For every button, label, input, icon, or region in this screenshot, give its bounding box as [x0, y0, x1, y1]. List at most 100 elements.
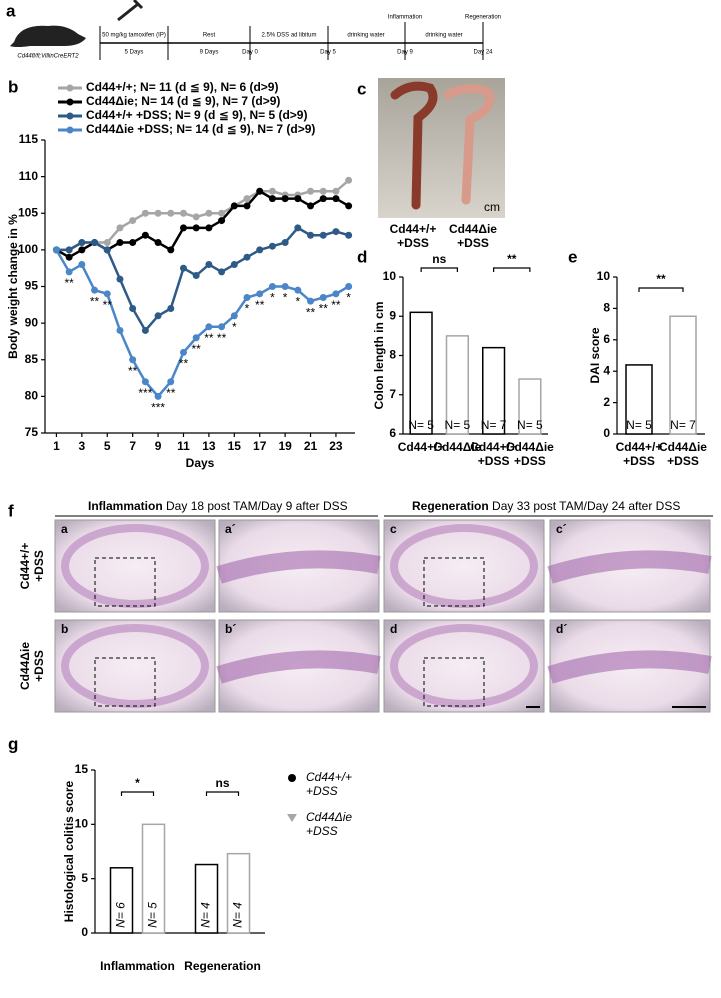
- significance-label: **: [507, 252, 517, 266]
- y-tick-label: 9: [389, 308, 396, 322]
- data-point: [91, 239, 99, 247]
- data-point: [256, 187, 264, 195]
- significance-label: *: [283, 291, 288, 305]
- x-tick-label: Cd44Δie +DSS: [506, 440, 554, 468]
- n-label: N= 7: [481, 418, 507, 432]
- panel-letter: c: [357, 79, 366, 98]
- zoom-box: [423, 657, 485, 707]
- data-point: [179, 264, 187, 272]
- y-tick-label: 8: [389, 348, 396, 362]
- n-label: N= 6: [114, 902, 128, 928]
- y-tick-label: 110: [19, 169, 39, 183]
- x-tick-label: Cd44+/+: [398, 440, 445, 454]
- y-tick-label: 15: [75, 762, 89, 776]
- data-point: [307, 202, 315, 210]
- histology-image: [383, 519, 545, 613]
- data-point: [243, 253, 251, 261]
- data-point: [345, 283, 353, 290]
- data-point: [103, 246, 111, 254]
- data-point: [78, 261, 86, 269]
- data-point: [218, 217, 226, 225]
- photo-label: Cd44Δie +DSS: [449, 222, 497, 250]
- data-point: [167, 246, 175, 254]
- data-point: [218, 323, 226, 331]
- y-tick-label: 85: [25, 352, 39, 366]
- data-point: [192, 224, 200, 232]
- y-tick-label: 0: [81, 925, 88, 939]
- bar: [445, 335, 469, 435]
- data-point: [230, 202, 238, 210]
- y-tick-label: 5: [81, 871, 88, 885]
- bar: [109, 867, 134, 934]
- n-label: N= 5: [445, 418, 471, 432]
- tile-label: a´: [225, 522, 236, 536]
- timeline-duration: 9 Days: [200, 50, 219, 56]
- data-point: [281, 195, 289, 203]
- panel-letter: a: [6, 1, 16, 20]
- y-axis-label: Histological colitis score: [62, 780, 76, 922]
- data-point: [103, 239, 111, 247]
- y-tick-label: 90: [25, 315, 39, 329]
- significance-label: **: [204, 331, 214, 345]
- timeline-step: drinking water: [425, 33, 462, 39]
- data-point: [116, 224, 124, 232]
- data-point: [179, 224, 187, 232]
- significance-label: **: [64, 276, 74, 290]
- series-line: [56, 179, 350, 252]
- data-point: [205, 323, 213, 331]
- tissue-layer: [216, 650, 381, 684]
- data-point: [218, 268, 226, 276]
- data-point: [230, 312, 238, 320]
- x-tick-label: Cd44+/+ +DSS: [470, 440, 517, 468]
- data-point: [243, 202, 251, 210]
- significance-label: ***: [138, 386, 152, 400]
- data-point: [268, 283, 276, 290]
- data-point: [65, 246, 73, 254]
- timeline-step: 50 mg/kg tamoxifen (IP): [102, 33, 166, 39]
- row-label: Cd44+/++DSS: [18, 543, 46, 590]
- data-point: [307, 297, 315, 305]
- panel-letter: b: [8, 77, 18, 96]
- significance-bracket: [120, 791, 155, 796]
- x-tick-label: 3: [79, 439, 86, 453]
- legend-marker: [66, 112, 74, 120]
- data-point: [154, 209, 162, 217]
- data-point: [192, 334, 200, 342]
- legend-marker: [66, 98, 74, 106]
- data-point: [141, 231, 149, 239]
- data-point: [116, 239, 124, 247]
- x-tick-label: 13: [202, 439, 216, 453]
- y-tick-label: 10: [75, 817, 89, 831]
- timeline-day: Day 5: [320, 50, 336, 56]
- tile-label: b´: [225, 622, 236, 636]
- colon: [443, 84, 495, 205]
- data-point: [332, 290, 340, 298]
- data-point: [307, 187, 315, 195]
- bar: [226, 852, 251, 934]
- timeline-day: Day 0: [242, 50, 258, 56]
- data-point: [294, 286, 302, 294]
- data-point: [268, 242, 276, 250]
- data-point: [154, 312, 162, 320]
- data-point: [179, 348, 187, 356]
- data-point: [141, 326, 149, 334]
- significance-label: *: [270, 291, 275, 305]
- data-point: [307, 231, 315, 239]
- colon: [390, 81, 438, 210]
- y-tick-label: 0: [603, 426, 610, 440]
- data-point: [179, 209, 187, 217]
- data-point: [332, 228, 340, 236]
- x-tick-label: Cd44Δie +DSS: [659, 440, 707, 468]
- x-tick-label: Inflammation: [100, 959, 175, 973]
- bar: [518, 378, 542, 435]
- header-title: Regeneration: [412, 499, 489, 513]
- data-point: [319, 231, 327, 239]
- y-tick-label: 100: [18, 242, 38, 256]
- x-tick-label: 7: [129, 439, 136, 453]
- significance-bracket: [638, 287, 684, 292]
- header-title: Inflammation: [88, 499, 163, 513]
- data-point: [78, 239, 86, 247]
- significance-label: **: [331, 298, 341, 312]
- section-header: Regeneration Day 33 post TAM/Day 24 afte…: [412, 499, 680, 513]
